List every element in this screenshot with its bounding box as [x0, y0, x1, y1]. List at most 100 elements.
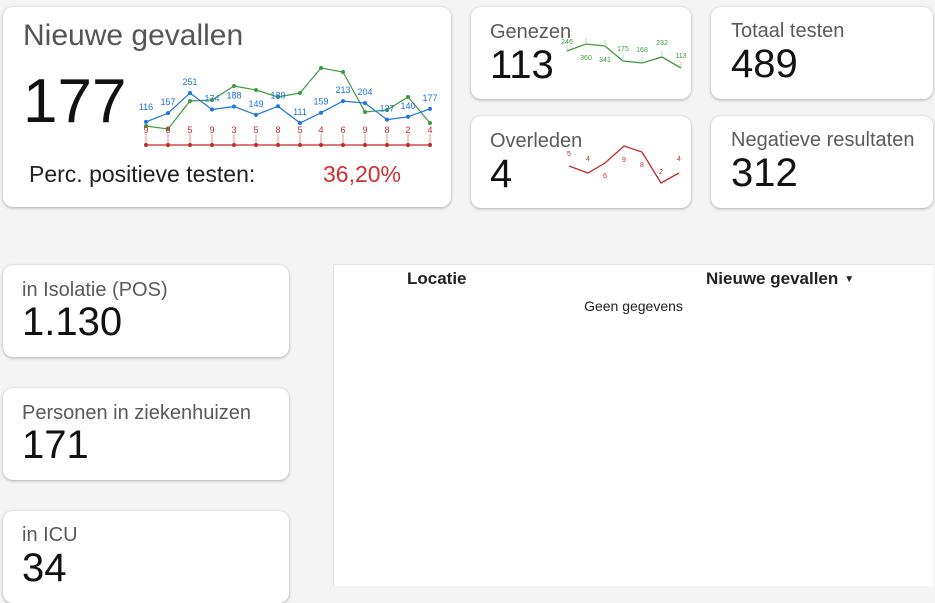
- series-blue-point: [319, 110, 323, 115]
- series-blue-data-label: 213: [335, 85, 350, 95]
- ziekenhuizen-card: Personen in ziekenhuizen 171: [3, 388, 289, 480]
- series-red-point: [276, 143, 280, 147]
- nieuwe-gevallen-value: 177: [23, 67, 127, 136]
- genezen-label: Genezen: [490, 21, 572, 43]
- column-header-locatie[interactable]: Locatie: [407, 269, 467, 289]
- series-blue-line: [145, 92, 431, 124]
- series-red-point: [254, 143, 258, 147]
- series-red-data-label: 5: [253, 125, 258, 135]
- overleden-sparkline: 5 4 6 9 8 2 4: [567, 145, 681, 184]
- series-blue-data-label: 157: [160, 97, 175, 107]
- overleden-line: [568, 145, 680, 184]
- series-green-point: [276, 95, 280, 99]
- genezen-data-label: 232: [656, 40, 668, 47]
- series-green-point: [363, 110, 367, 114]
- series-blue-data-label: 188: [226, 91, 241, 101]
- column-header-nieuwe-gevallen-label: Nieuwe gevallen: [706, 269, 839, 288]
- series-blue-point: [276, 104, 280, 109]
- series-red-data-label: 8: [275, 125, 280, 135]
- nieuwe-gevallen-card: Nieuwe gevallen 177 116 157 251 174 188 149 18…: [3, 7, 451, 207]
- series-blue-point: [166, 111, 170, 116]
- series-blue-data-label: 149: [248, 99, 263, 109]
- overleden-data-label: 8: [640, 162, 644, 169]
- series-blue-point: [428, 106, 432, 111]
- series-red-data-label: 6: [340, 125, 345, 135]
- ziekenhuizen-label: Personen in ziekenhuizen: [22, 402, 252, 424]
- series-red-data-label: 2: [405, 125, 410, 135]
- series-green-point: [385, 108, 389, 112]
- series-green-point: [406, 95, 410, 99]
- overleden-data-label: 4: [677, 156, 681, 163]
- overleden-data-label: 5: [567, 151, 571, 158]
- series-green-line: [145, 67, 431, 130]
- series-blue-data-label: 174: [204, 94, 219, 104]
- series-blue-point: [406, 114, 410, 119]
- series-red-point: [232, 143, 236, 147]
- series-red-point: [188, 143, 192, 147]
- series-red-data-label: 4: [427, 125, 432, 135]
- overleden-value: 4: [490, 152, 513, 196]
- isolatie-card: in Isolatie (POS) 1.130: [3, 265, 289, 357]
- series-red-data-label: 9: [143, 125, 148, 135]
- series-blue-data-label: 189: [270, 90, 285, 100]
- series-red-point: [385, 143, 389, 147]
- genezen-data-label: 168: [636, 47, 648, 54]
- series-blue-data-label: 116: [139, 102, 153, 112]
- genezen-data-label: 360: [580, 55, 592, 62]
- icu-label: in ICU: [22, 524, 78, 546]
- overleden-card: Overleden 4 5 4 6 9 8 2 4: [471, 116, 691, 208]
- series-red-data-label: 5: [187, 125, 192, 135]
- series-blue-data-label: 140: [400, 101, 415, 111]
- series-red-data-label: 8: [165, 125, 170, 135]
- series-green-point: [188, 99, 192, 103]
- negatieve-resultaten-value: 312: [731, 151, 798, 195]
- series-green-point: [428, 121, 432, 125]
- genezen-data-label: 341: [599, 57, 611, 64]
- series-blue-point: [298, 121, 302, 125]
- negatieve-resultaten-card: Negatieve resultaten 312: [711, 116, 933, 208]
- series-blue-point: [210, 107, 214, 112]
- series-blue-point: [188, 91, 192, 95]
- genezen-card: Genezen 113 246 360 341 175 168 232 113: [471, 7, 691, 99]
- negatieve-resultaten-label: Negatieve resultaten: [731, 129, 915, 151]
- empty-state-text: Geen gegevens: [584, 298, 683, 314]
- series-green-point: [144, 124, 148, 128]
- series-red-data-label: 8: [384, 125, 389, 135]
- overleden-data-label: 6: [603, 173, 607, 180]
- series-blue-point: [341, 99, 345, 104]
- series-green-point: [254, 88, 258, 92]
- series-blue-data-label: 159: [313, 97, 328, 107]
- icu-value: 34: [22, 546, 67, 590]
- overleden-label: Overleden: [490, 130, 583, 152]
- totaal-testen-card: Totaal testen 489: [711, 7, 933, 99]
- column-header-nieuwe-gevallen[interactable]: Nieuwe gevallen ▼: [706, 269, 854, 289]
- series-red-point: [210, 143, 214, 147]
- series-red-data-label: 9: [362, 125, 367, 135]
- ziekenhuizen-value: 171: [22, 423, 89, 467]
- series-red-point: [298, 143, 302, 147]
- nieuwe-gevallen-title: Nieuwe gevallen: [23, 19, 244, 52]
- genezen-data-label: 113: [675, 53, 686, 60]
- sort-desc-icon[interactable]: ▼: [844, 274, 855, 286]
- column-header-locatie-label: Locatie: [407, 269, 467, 288]
- series-green-point: [232, 84, 236, 88]
- totaal-testen-value: 489: [731, 42, 798, 86]
- isolatie-label: in Isolatie (POS): [22, 279, 168, 301]
- series-red-data-label: 5: [297, 125, 302, 135]
- series-green-point: [298, 91, 302, 95]
- series-blue-point: [363, 101, 367, 106]
- genezen-sparkline: 246 360 341 175 168 232 113: [561, 38, 687, 69]
- perc-positieve-value: 36,20%: [323, 161, 402, 187]
- series-red-point: [406, 143, 410, 147]
- series-blue-point: [144, 119, 148, 124]
- totaal-testen-label: Totaal testen: [731, 20, 845, 42]
- series-red-point: [428, 143, 432, 147]
- series-green-point: [166, 127, 170, 131]
- series-blue-data-label: 111: [293, 107, 307, 117]
- series-red-point: [166, 143, 170, 147]
- series-green-point: [210, 98, 214, 102]
- series-blue-point: [254, 112, 258, 117]
- genezen-value: 113: [490, 43, 554, 87]
- series-red-point: [363, 143, 367, 147]
- overleden-data-label: 9: [622, 157, 626, 164]
